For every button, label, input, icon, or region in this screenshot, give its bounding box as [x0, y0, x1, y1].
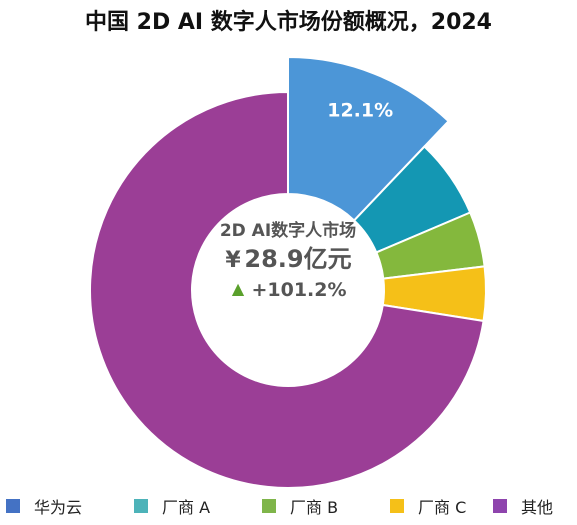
slices-layer — [89, 55, 487, 489]
legend-item-2: 厂商 A — [134, 492, 210, 520]
legend-swatch — [493, 499, 507, 513]
growth-arrow-icon: ▲ — [232, 279, 245, 298]
legend-item-5: 其他 — [493, 492, 553, 520]
center-label: 2D AI数字人市场 — [220, 220, 356, 241]
legend-item-4: 厂商 C — [390, 492, 466, 520]
center-value-currency: ¥ — [225, 248, 241, 273]
center-growth: +101.2% — [251, 279, 346, 301]
center-text-group: 2D AI数字人市场 ¥ 28.9亿元 ▲ +101.2% — [220, 220, 356, 301]
chart-title: 中国 2D AI 数字人市场份额概况，2024 — [85, 10, 492, 35]
legend-swatch — [262, 499, 276, 513]
legend-label: 其他 — [521, 498, 554, 517]
donut-chart: 12.1% 2D AI数字人市场 ¥ 28.9亿元 ▲ +101.2% — [89, 55, 487, 489]
legend-label: 厂商 C — [418, 498, 467, 517]
legend-label: 厂商 B — [290, 498, 339, 517]
legend-swatch — [134, 499, 148, 513]
legend-label: 厂商 A — [162, 498, 211, 517]
center-value: 28.9亿元 — [244, 245, 351, 273]
slice-label-1: 12.1% — [327, 99, 393, 121]
legend-swatch — [6, 499, 20, 513]
donut-hole — [192, 194, 384, 386]
labels-layer: 12.1% — [327, 99, 393, 121]
legend-swatch — [390, 499, 404, 513]
legend-item-1: 华为云 — [6, 492, 82, 520]
legend: 华为云 厂商 A 厂商 B 厂商 C 其他 — [0, 492, 577, 520]
legend-label: 华为云 — [34, 498, 83, 517]
legend-item-3: 厂商 B — [262, 492, 338, 520]
